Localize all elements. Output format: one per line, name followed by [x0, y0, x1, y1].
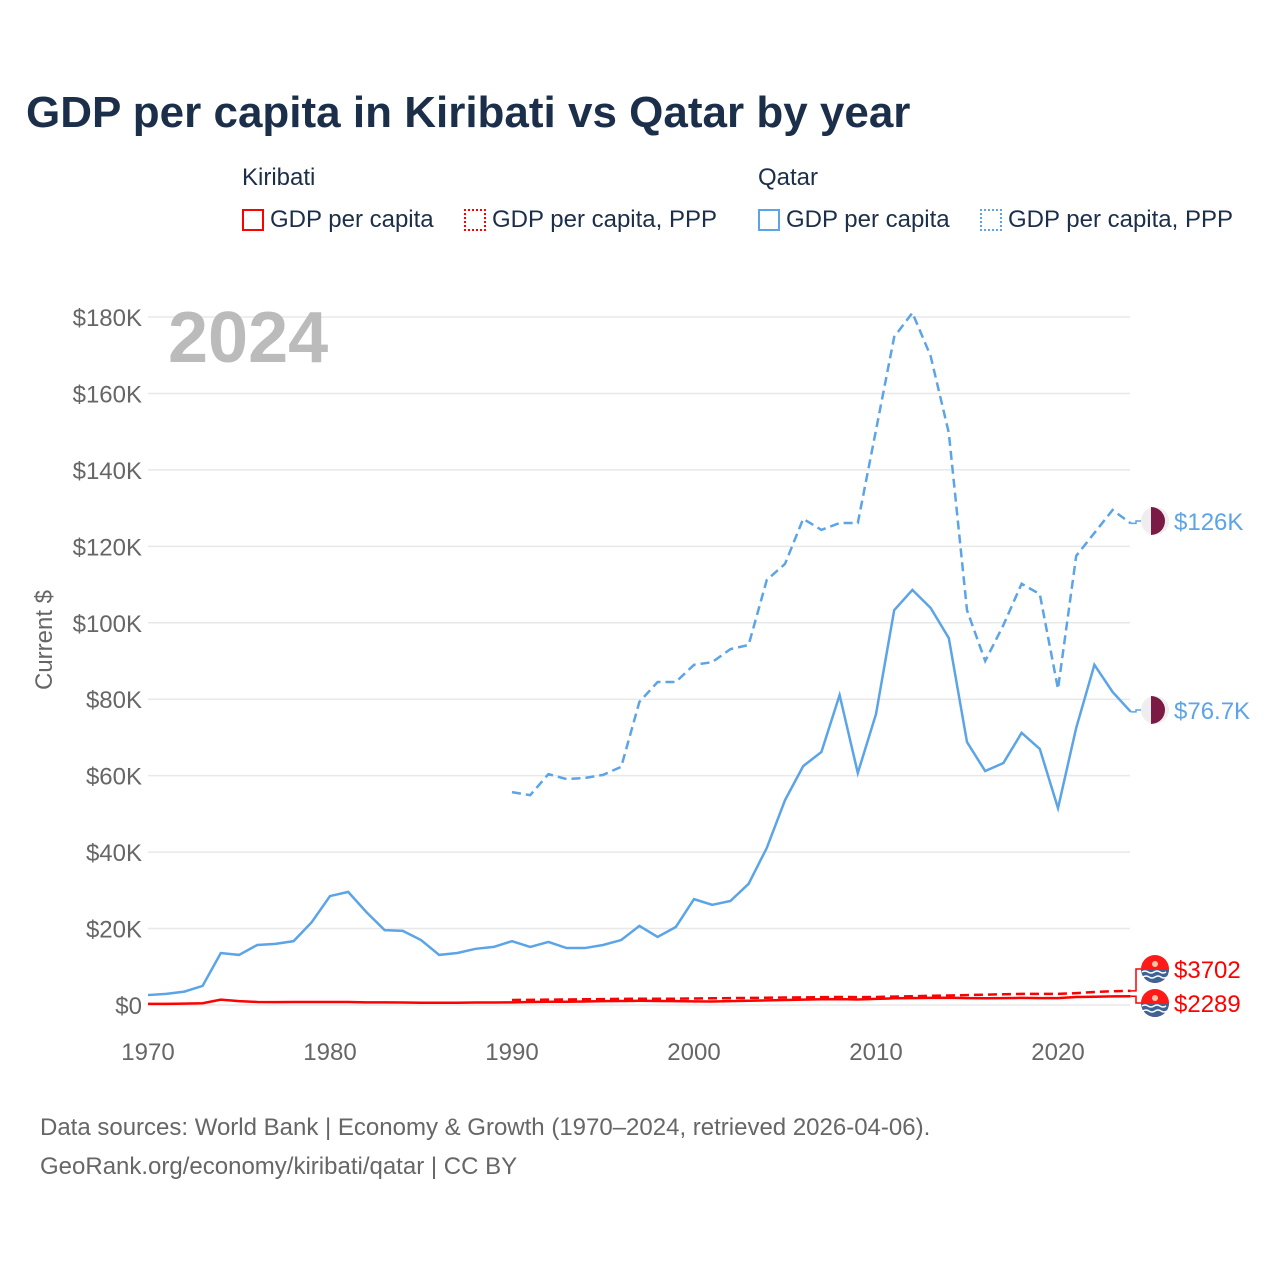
x-tick-label: 1970 [121, 1039, 174, 1066]
legend-label: GDP per capita, PPP [1008, 206, 1233, 233]
y-tick-label: $160K [73, 381, 142, 408]
year-watermark: 2024 [168, 298, 328, 378]
y-tick-label: $100K [73, 611, 142, 638]
kiribati-flag-icon [1141, 989, 1169, 1017]
y-tick-label: $140K [73, 458, 142, 485]
chart-title: GDP per capita in Kiribati vs Qatar by y… [26, 88, 911, 137]
legend-swatch-dotted [464, 209, 486, 231]
end-value-label: $3702 [1174, 957, 1241, 984]
legend-group-kiribati: Kiribati [242, 164, 316, 191]
legend-kiribati-gdp[interactable]: GDP per capita [242, 206, 434, 234]
source-line-1: Data sources: World Bank | Economy & Gro… [40, 1114, 931, 1141]
y-tick-label: $20K [86, 917, 142, 944]
x-tick-label: 2020 [1031, 1039, 1084, 1066]
source-note: Data sources: World Bank | Economy & Gro… [40, 1108, 930, 1186]
legend-label: GDP per capita, PPP [492, 206, 717, 233]
y-tick-label: $40K [86, 840, 142, 867]
legend-group-qatar: Qatar [758, 164, 819, 191]
series-line-kiribati-solid [148, 995, 1131, 1006]
x-tick-label: 1990 [485, 1039, 538, 1066]
y-tick-label: $0 [115, 993, 142, 1020]
qatar-flag-icon [1141, 507, 1169, 535]
legend-qatar-ppp[interactable]: GDP per capita, PPP [980, 206, 1233, 234]
legend-swatch-solid [242, 209, 264, 231]
end-value-label: $126K [1174, 509, 1243, 536]
legend-kiribati-ppp[interactable]: GDP per capita, PPP [464, 206, 717, 234]
end-connector [1131, 520, 1142, 525]
y-tick-label: $180K [73, 305, 142, 332]
y-tick-label: $60K [86, 764, 142, 791]
end-value-label: $2289 [1174, 991, 1241, 1018]
end-value-label: $76.7K [1174, 698, 1250, 725]
x-tick-label: 1980 [303, 1039, 356, 1066]
end-connector [1131, 709, 1142, 713]
y-tick-label: $80K [86, 687, 142, 714]
series-line-qatar-solid [147, 588, 1132, 997]
qatar-flag-icon [1141, 696, 1169, 724]
x-tick-label: 2000 [667, 1039, 720, 1066]
kiribati-flag-icon [1141, 955, 1169, 983]
series-line-kiribati-dashed [511, 989, 1131, 1002]
y-tick-label: $120K [73, 534, 142, 561]
legend-swatch-dotted [980, 209, 1002, 231]
x-tick-label: 2010 [849, 1039, 902, 1066]
y-axis-label: Current $ [31, 590, 58, 690]
legend-qatar-gdp[interactable]: GDP per capita [758, 206, 950, 234]
source-line-2[interactable]: GeoRank.org/economy/kiribati/qatar | CC … [40, 1153, 518, 1180]
series-line-qatar-dashed [511, 310, 1132, 797]
legend-label: GDP per capita [786, 206, 950, 233]
legend-label: GDP per capita [270, 206, 434, 233]
legend-swatch-solid [758, 209, 780, 231]
end-connector [1131, 968, 1142, 992]
end-connector [1131, 995, 1142, 1004]
